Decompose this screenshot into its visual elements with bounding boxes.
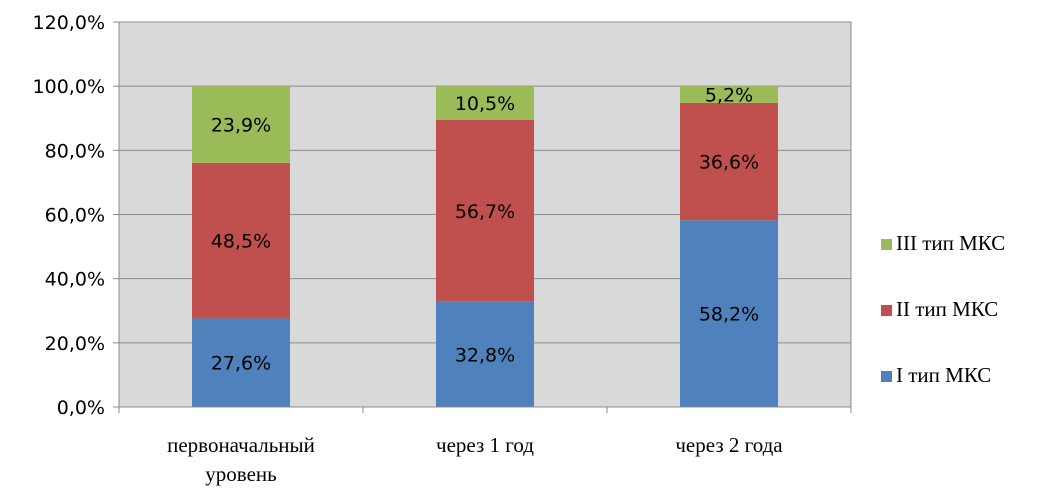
bar-segment bbox=[680, 220, 778, 407]
x-tick-label: через 2 года bbox=[675, 433, 783, 457]
data-label: 48,5% bbox=[211, 231, 271, 253]
bar-segment bbox=[192, 86, 290, 163]
bar-segment bbox=[680, 102, 778, 221]
y-tick-label: 0,0% bbox=[57, 397, 105, 419]
bar-segment bbox=[680, 86, 778, 103]
data-label: 5,2% bbox=[705, 85, 753, 107]
x-tick-label: через 1 год bbox=[436, 433, 534, 457]
data-label: 36,6% bbox=[699, 152, 759, 174]
data-label: 32,8% bbox=[455, 344, 515, 366]
y-tick-label: 120,0% bbox=[33, 12, 105, 34]
y-tick-label: 60,0% bbox=[45, 205, 105, 227]
data-label: 56,7% bbox=[455, 201, 515, 223]
data-label: 10,5% bbox=[455, 93, 515, 115]
legend-swatch bbox=[881, 305, 892, 316]
data-label: 58,2% bbox=[699, 304, 759, 326]
x-axis-ticks: первоначальный уровень через 1 год через 2 … bbox=[167, 433, 783, 486]
data-label: 23,9% bbox=[211, 115, 271, 137]
y-tick-label: 80,0% bbox=[45, 140, 105, 162]
y-tick-label: 100,0% bbox=[33, 76, 105, 98]
bars bbox=[192, 86, 778, 407]
y-tick-label: 40,0% bbox=[45, 269, 105, 291]
data-label: 27,6% bbox=[211, 353, 271, 375]
bar-segment bbox=[192, 318, 290, 407]
legend: III тип МКС II тип МКС I тип МКС bbox=[881, 231, 1005, 387]
x-tick-label: первоначальный уровень bbox=[167, 433, 315, 486]
y-tick-label: 20,0% bbox=[45, 333, 105, 355]
data-labels: 27,6% 48,5% 23,9% 32,8% 56,7% 10,5% 58,2% 36,6%… bbox=[211, 85, 759, 375]
y-axis-ticks: 0,0% 20,0% 40,0% 60,0% 80,0% 100,0% 120,0% bbox=[33, 12, 119, 419]
bar-segment bbox=[436, 119, 534, 302]
bar-segment bbox=[192, 162, 290, 319]
legend-label: I тип МКС bbox=[896, 363, 991, 387]
legend-swatch bbox=[881, 371, 892, 382]
legend-swatch bbox=[881, 239, 892, 250]
legend-label: II тип МКС bbox=[896, 297, 998, 321]
bar-segment bbox=[436, 301, 534, 407]
legend-label: III тип МКС bbox=[896, 231, 1005, 255]
bar-segment bbox=[436, 86, 534, 120]
